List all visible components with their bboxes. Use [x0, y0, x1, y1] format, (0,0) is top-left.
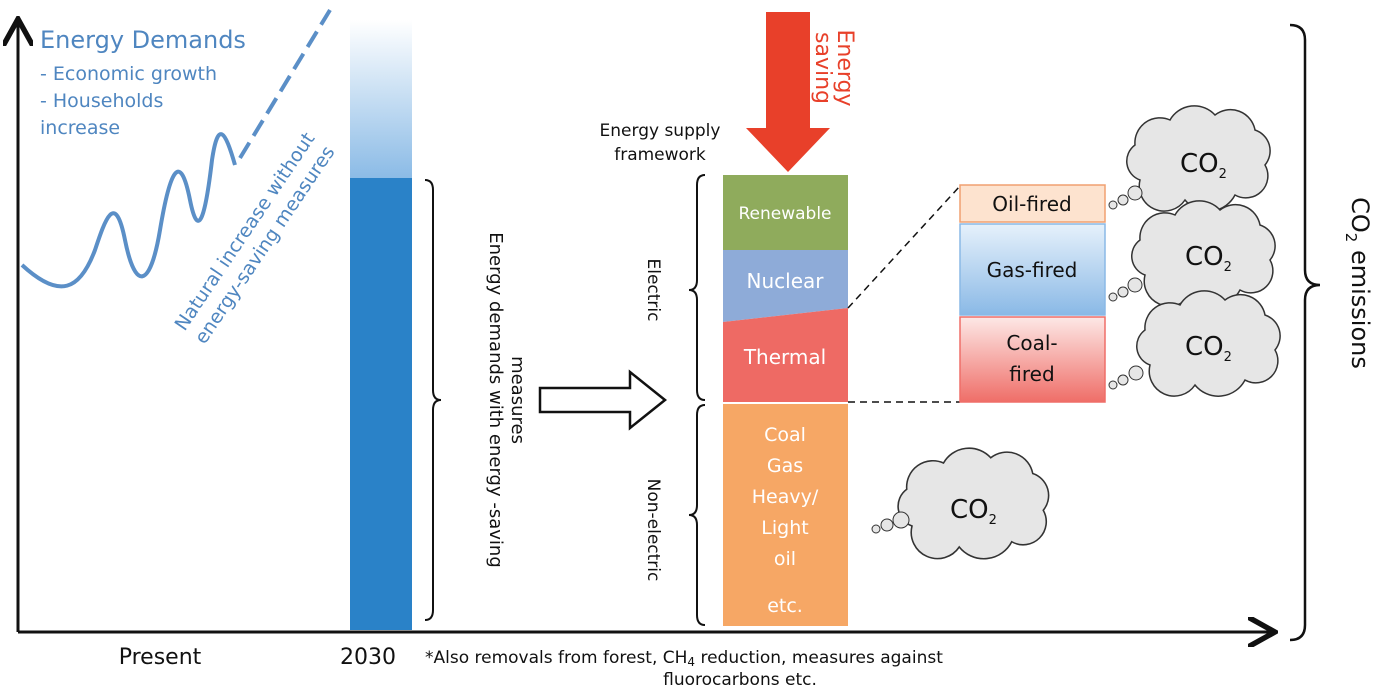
saved-demand [350, 20, 412, 178]
group-label: Electric [643, 259, 663, 322]
brace [689, 175, 705, 400]
curve-label: energy-saving measures [190, 142, 339, 348]
segment-label: Heavy/ [752, 486, 819, 508]
demand-driver: - Households [40, 90, 163, 112]
thermal-type: fired [1009, 362, 1054, 386]
coal-box [960, 317, 1105, 402]
supply-title: framework [614, 145, 706, 165]
demand-curve [22, 134, 235, 286]
demand-driver: increase [40, 117, 120, 139]
cloud: CO2 [1109, 291, 1280, 396]
segment-label: Renewable [738, 204, 831, 224]
curve-label: Natural increase without [171, 129, 320, 335]
thermal-type: Gas-fired [987, 258, 1078, 282]
axis-start-label: Present [119, 645, 202, 670]
footnote: fluorocarbons etc. [663, 670, 817, 689]
segment-label: Light [761, 517, 808, 539]
total-label: CO2 emissions [1342, 197, 1374, 369]
demand-title: Energy Demands [40, 26, 246, 54]
hollow-arrow [540, 372, 665, 428]
demand-bar-label: measures [507, 356, 528, 444]
brace [1290, 25, 1320, 640]
demand-bar [350, 178, 412, 630]
segment-label: Coal [764, 424, 806, 446]
segment-label: Thermal [743, 345, 826, 369]
axis-end-label: 2030 [340, 645, 396, 670]
segment-label: oil [774, 548, 796, 570]
segment-label: etc. [767, 595, 803, 617]
group-label: Non-electric [643, 479, 663, 582]
supply-title: Energy supply [600, 121, 721, 141]
brace [425, 180, 441, 620]
demand-curve-projection [240, 10, 330, 158]
demand-bar-label: Energy demands with energy -saving [485, 232, 506, 567]
saving-label: saving [810, 32, 835, 104]
segment-label: Nuclear [747, 269, 825, 293]
diagram: Present 2030 Energy Demands - Economic g… [0, 0, 1389, 689]
cloud: CO2 [872, 448, 1049, 559]
footnote: *Also removals from forest, CH4 reductio… [425, 648, 943, 669]
thermal-type: Oil-fired [992, 192, 1071, 216]
demand-driver: - Economic growth [40, 63, 217, 85]
cloud: CO2 [1109, 106, 1270, 211]
thermal-type: Coal- [1006, 331, 1057, 355]
brace [689, 405, 705, 625]
connector [848, 186, 960, 308]
cloud: CO2 [1109, 201, 1275, 306]
segment-label: Gas [767, 455, 803, 477]
